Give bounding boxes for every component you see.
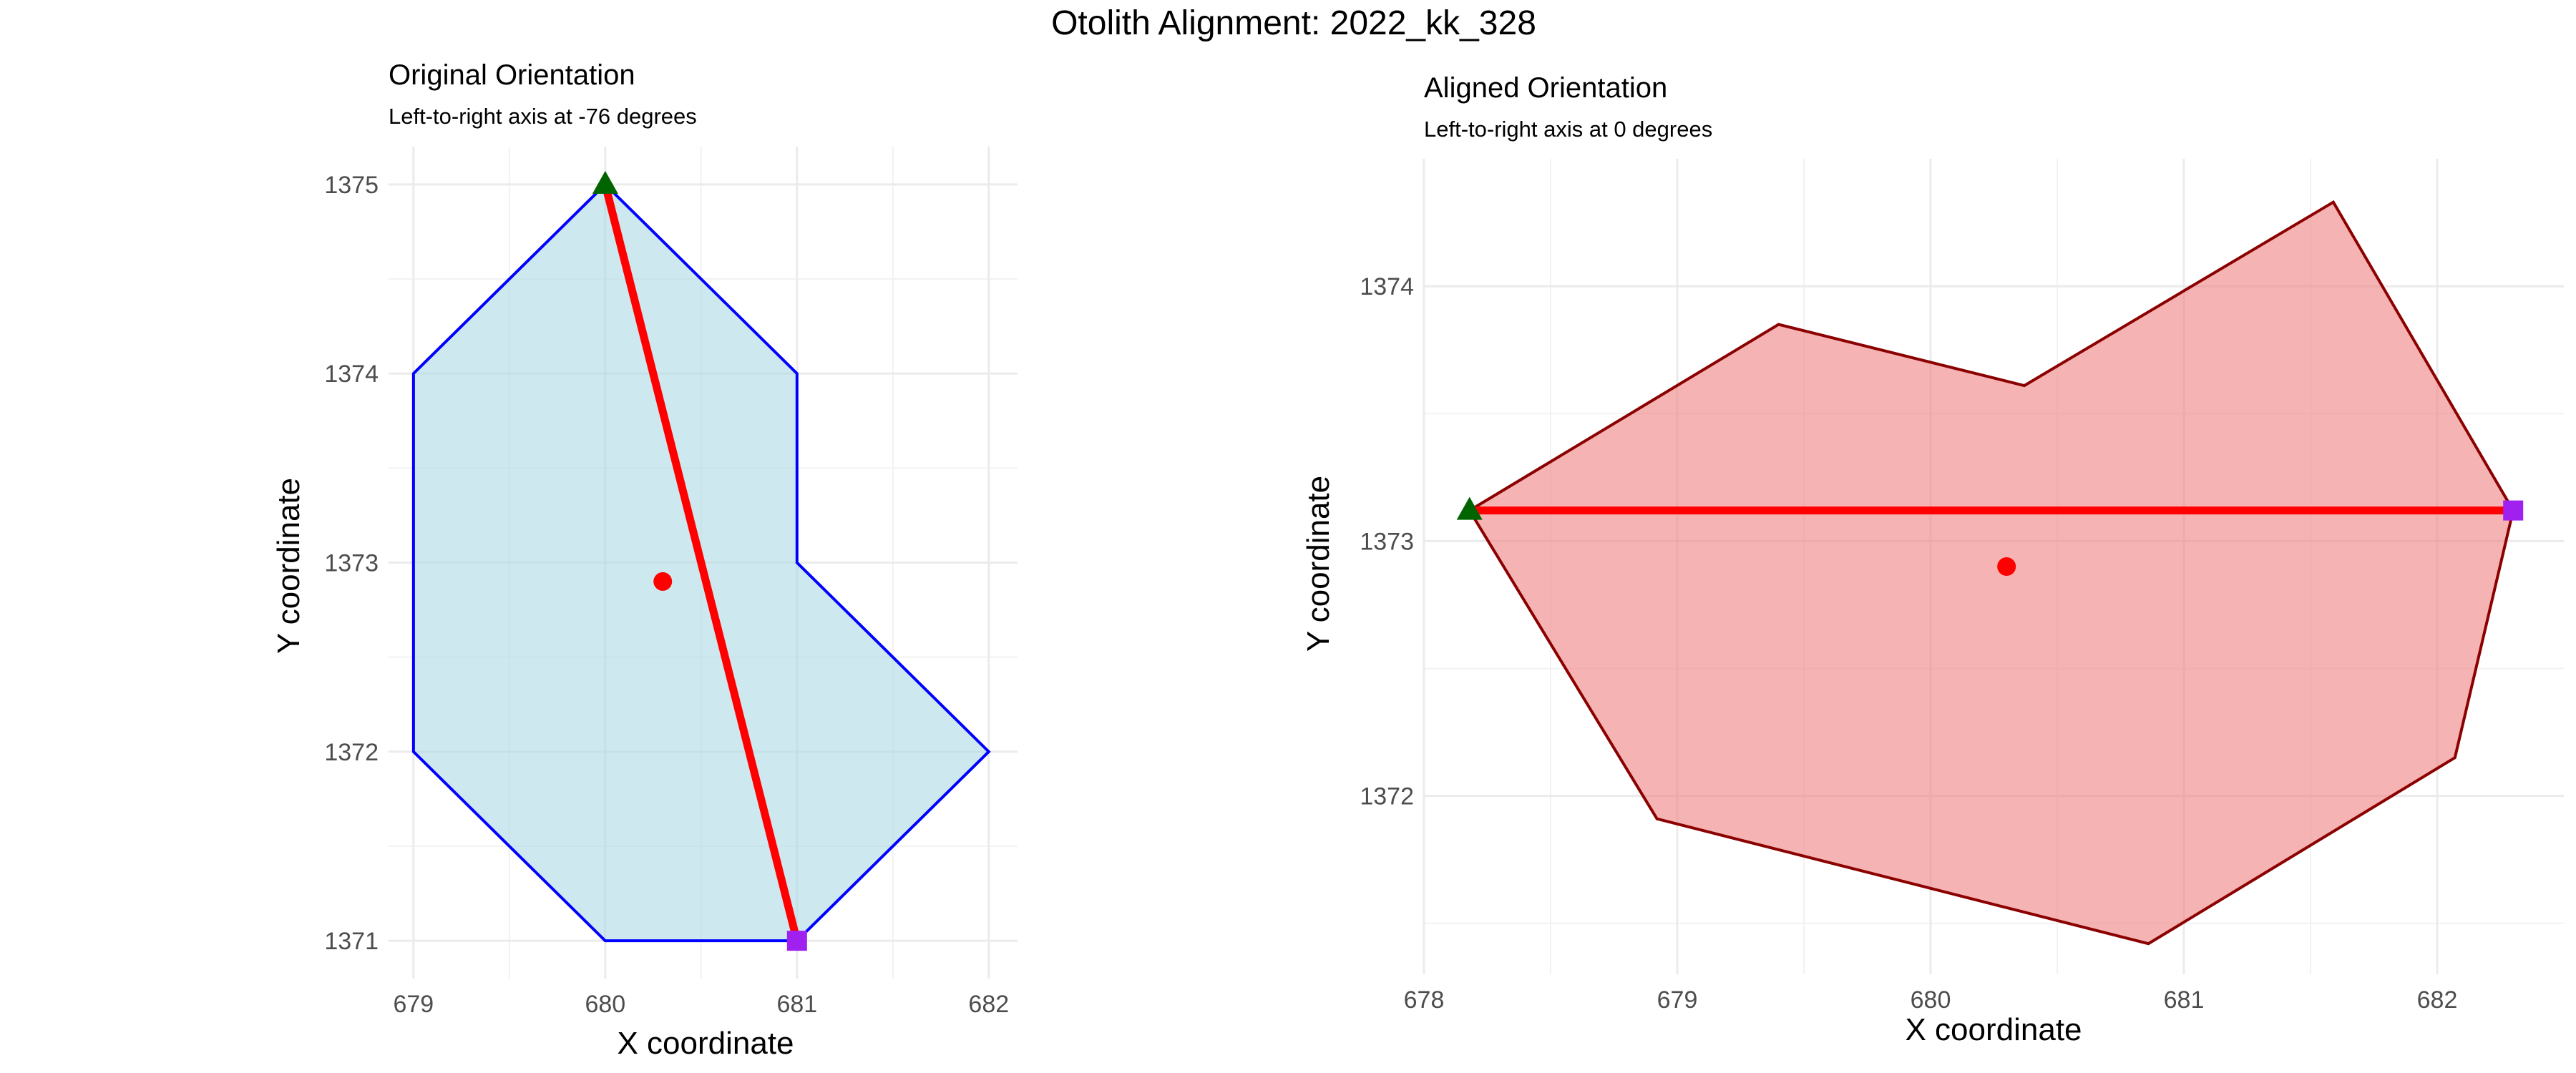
x-tick-labels: 678 679 680 681 682 bbox=[1404, 986, 2458, 1014]
y-tick-label: 1372 bbox=[1360, 783, 1414, 810]
y-tick-labels: 1372 1373 1374 bbox=[1360, 273, 1414, 810]
y-tick-label: 1374 bbox=[1360, 273, 1414, 300]
panel-aligned-title: Aligned Orientation bbox=[1424, 72, 1667, 104]
y-tick-label: 1372 bbox=[324, 739, 379, 766]
otolith-outline bbox=[1467, 200, 2515, 946]
x-tick-label: 679 bbox=[1657, 986, 1698, 1014]
y-tick-label: 1373 bbox=[1360, 528, 1414, 555]
x-tick-label: 679 bbox=[393, 991, 434, 1018]
start-marker bbox=[592, 170, 618, 194]
x-tick-labels: 679 680 681 682 bbox=[393, 991, 1009, 1018]
x-tick-label: 680 bbox=[585, 991, 625, 1018]
end-marker bbox=[2503, 500, 2524, 521]
x-tick-label: 680 bbox=[1911, 986, 1951, 1014]
centroid-point bbox=[1997, 557, 2016, 576]
panel-aligned-xlabel: X coordinate bbox=[1905, 1012, 2082, 1047]
y-tick-label: 1374 bbox=[324, 361, 379, 388]
start-marker bbox=[1456, 496, 1483, 520]
panel-aligned: Aligned Orientation Left-to-right axis a… bbox=[1301, 72, 2564, 1047]
left-right-axis-line bbox=[601, 183, 801, 942]
y-tick-label: 1371 bbox=[324, 928, 379, 955]
x-tick-label: 682 bbox=[2417, 986, 2458, 1014]
y-tick-label: 1373 bbox=[324, 550, 379, 577]
end-marker bbox=[786, 931, 807, 951]
panel-original-subtitle: Left-to-right axis at -76 degrees bbox=[389, 104, 697, 129]
x-tick-label: 681 bbox=[2164, 986, 2205, 1014]
panel-original: Original Orientation Left-to-right axis … bbox=[271, 59, 1018, 1061]
panel-original-ylabel: Y coordinate bbox=[271, 478, 306, 654]
figure-title: Otolith Alignment: 2022_kk_328 bbox=[1051, 4, 1536, 42]
y-tick-label: 1375 bbox=[324, 172, 379, 199]
x-tick-label: 682 bbox=[968, 991, 1009, 1018]
centroid-point bbox=[653, 572, 673, 591]
panel-original-title: Original Orientation bbox=[389, 59, 635, 91]
x-tick-label: 678 bbox=[1404, 986, 1445, 1014]
panel-original-xlabel: X coordinate bbox=[617, 1026, 794, 1061]
x-tick-label: 681 bbox=[776, 991, 817, 1018]
panel-aligned-subtitle: Left-to-right axis at 0 degrees bbox=[1424, 117, 1712, 142]
y-tick-labels: 1371 1372 1373 1374 1375 bbox=[324, 172, 379, 955]
panel-aligned-ylabel: Y coordinate bbox=[1301, 476, 1336, 652]
